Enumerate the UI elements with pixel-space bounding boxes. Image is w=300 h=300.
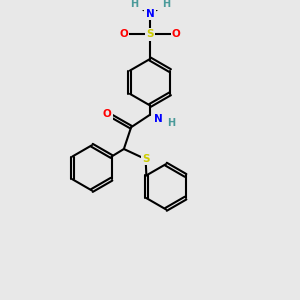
Text: N: N xyxy=(154,113,163,124)
Text: S: S xyxy=(146,29,154,39)
Text: S: S xyxy=(142,154,149,164)
Text: O: O xyxy=(119,29,128,39)
Text: O: O xyxy=(103,109,112,119)
Text: N: N xyxy=(146,9,154,19)
Text: H: H xyxy=(130,0,138,9)
Text: H: H xyxy=(167,118,175,128)
Text: O: O xyxy=(172,29,181,39)
Text: H: H xyxy=(162,0,170,9)
